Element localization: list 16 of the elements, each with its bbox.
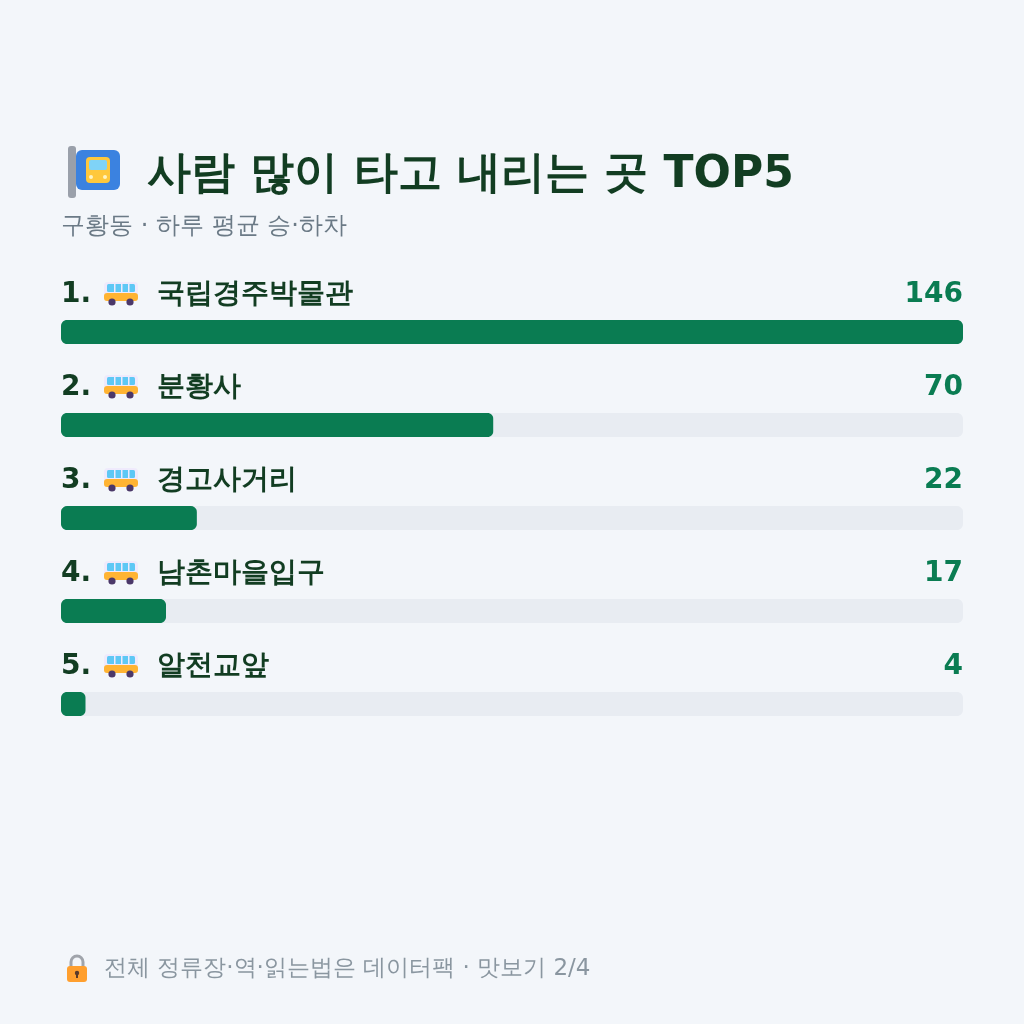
bar <box>61 692 86 716</box>
chart-title: 사람 많이 타고 내리는 곳 TOP5 <box>147 145 794 199</box>
bar <box>61 599 167 623</box>
bar <box>61 506 197 530</box>
data-label: 22 <box>924 462 963 495</box>
category-label: 3. 경고사거리 <box>61 462 297 495</box>
category-label: 5. 알천교앞 <box>61 648 269 681</box>
data-label: 146 <box>904 276 963 309</box>
data-label: 17 <box>924 555 963 588</box>
text: 전체 정류장·역·읽는법은 데이터팩 · 맛보기 2/4 <box>104 953 591 982</box>
data-label: 4 <box>943 648 963 681</box>
category-label: 4. 남촌마을입구 <box>61 555 325 588</box>
category-label: 2. 분황사 <box>61 369 241 402</box>
data-label: 70 <box>924 369 963 402</box>
category-label: 1. 국립경주박물관 <box>61 276 353 309</box>
chart-subtitle: 구황동 · 하루 평균 승·하차 <box>61 210 347 240</box>
